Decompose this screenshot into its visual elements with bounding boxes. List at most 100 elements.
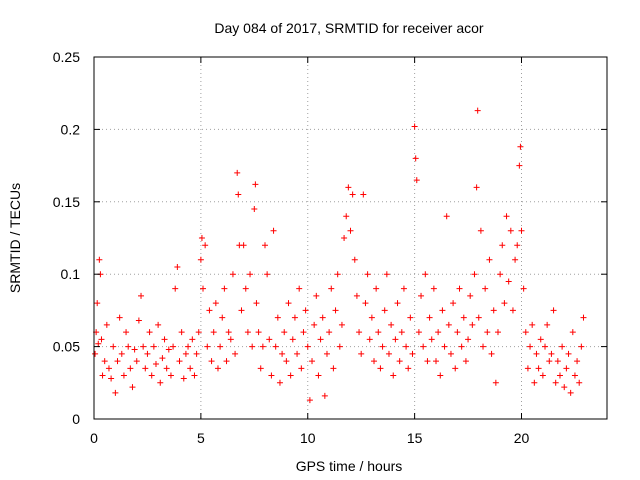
data-point (492, 379, 499, 386)
data-point (381, 307, 388, 314)
data-point (219, 314, 226, 321)
data-point (533, 350, 540, 357)
data-point (180, 375, 187, 382)
data-point (99, 372, 106, 379)
data-point (450, 300, 457, 307)
data-point (418, 292, 425, 299)
x-tick-label: 0 (90, 430, 98, 446)
data-point (366, 336, 373, 343)
data-point (360, 191, 367, 198)
data-point (289, 336, 296, 343)
data-point (507, 227, 514, 234)
data-point (368, 314, 375, 321)
data-point (407, 314, 414, 321)
data-point (152, 360, 159, 367)
data-point (474, 107, 481, 114)
data-point (462, 358, 469, 365)
data-point (251, 206, 258, 213)
data-point (127, 365, 134, 372)
data-point (234, 169, 241, 176)
data-point (200, 285, 207, 292)
data-point (315, 372, 322, 379)
data-point (546, 358, 553, 365)
data-point (195, 329, 202, 336)
data-point (264, 271, 271, 278)
data-point (377, 365, 384, 372)
data-point (392, 336, 399, 343)
data-point (189, 336, 196, 343)
data-point (317, 336, 324, 343)
data-point (96, 256, 103, 263)
data-point (334, 271, 341, 278)
data-point (163, 365, 170, 372)
data-point (330, 365, 337, 372)
data-point (469, 321, 476, 328)
data-point (428, 336, 435, 343)
data-point (238, 307, 245, 314)
data-point (266, 336, 273, 343)
data-point (101, 358, 108, 365)
data-point (125, 343, 132, 350)
data-point (435, 329, 442, 336)
data-point (204, 343, 211, 350)
data-point (131, 346, 138, 353)
data-point (443, 213, 450, 220)
data-point (488, 350, 495, 357)
data-point (531, 379, 538, 386)
data-point (503, 213, 510, 220)
data-point (279, 350, 286, 357)
data-point (197, 256, 204, 263)
data-point (415, 329, 422, 336)
grid-lines (94, 57, 607, 419)
data-point (517, 143, 524, 150)
data-point (311, 321, 318, 328)
data-point (569, 329, 576, 336)
data-point (328, 285, 335, 292)
data-point (477, 227, 484, 234)
data-point (304, 343, 311, 350)
data-point (398, 329, 405, 336)
data-point (118, 350, 125, 357)
data-point (426, 314, 433, 321)
data-point (191, 372, 198, 379)
data-point (247, 271, 254, 278)
data-point (253, 300, 260, 307)
data-point (300, 329, 307, 336)
x-tick-label: 5 (197, 430, 205, 446)
data-point (454, 329, 461, 336)
data-point (490, 307, 497, 314)
x-tick-label: 10 (300, 430, 316, 446)
data-point (358, 350, 365, 357)
data-point (98, 336, 105, 343)
data-point (198, 235, 205, 241)
data-point (172, 285, 179, 292)
data-point (283, 358, 290, 365)
y-tick-label: 0.1 (61, 266, 81, 282)
data-point (202, 242, 209, 249)
data-point (578, 343, 585, 350)
data-point (161, 336, 168, 343)
data-point (441, 343, 448, 350)
data-point (556, 372, 563, 379)
data-point (249, 343, 256, 350)
data-point (167, 372, 174, 379)
data-point (516, 162, 523, 169)
data-point (349, 191, 356, 198)
data-point (351, 256, 358, 263)
x-tick-label: 15 (407, 430, 423, 446)
data-point (242, 285, 249, 292)
data-point (223, 358, 230, 365)
data-point (294, 350, 301, 357)
data-point (287, 372, 294, 379)
data-point (193, 350, 200, 357)
data-point (447, 350, 454, 357)
y-tick-label: 0 (72, 411, 80, 427)
data-point (240, 242, 247, 249)
data-point (94, 300, 101, 307)
data-point (433, 358, 439, 365)
data-point (373, 285, 380, 292)
data-point (550, 307, 557, 314)
data-point (120, 372, 127, 379)
data-point (150, 343, 157, 350)
data-point (535, 365, 542, 372)
